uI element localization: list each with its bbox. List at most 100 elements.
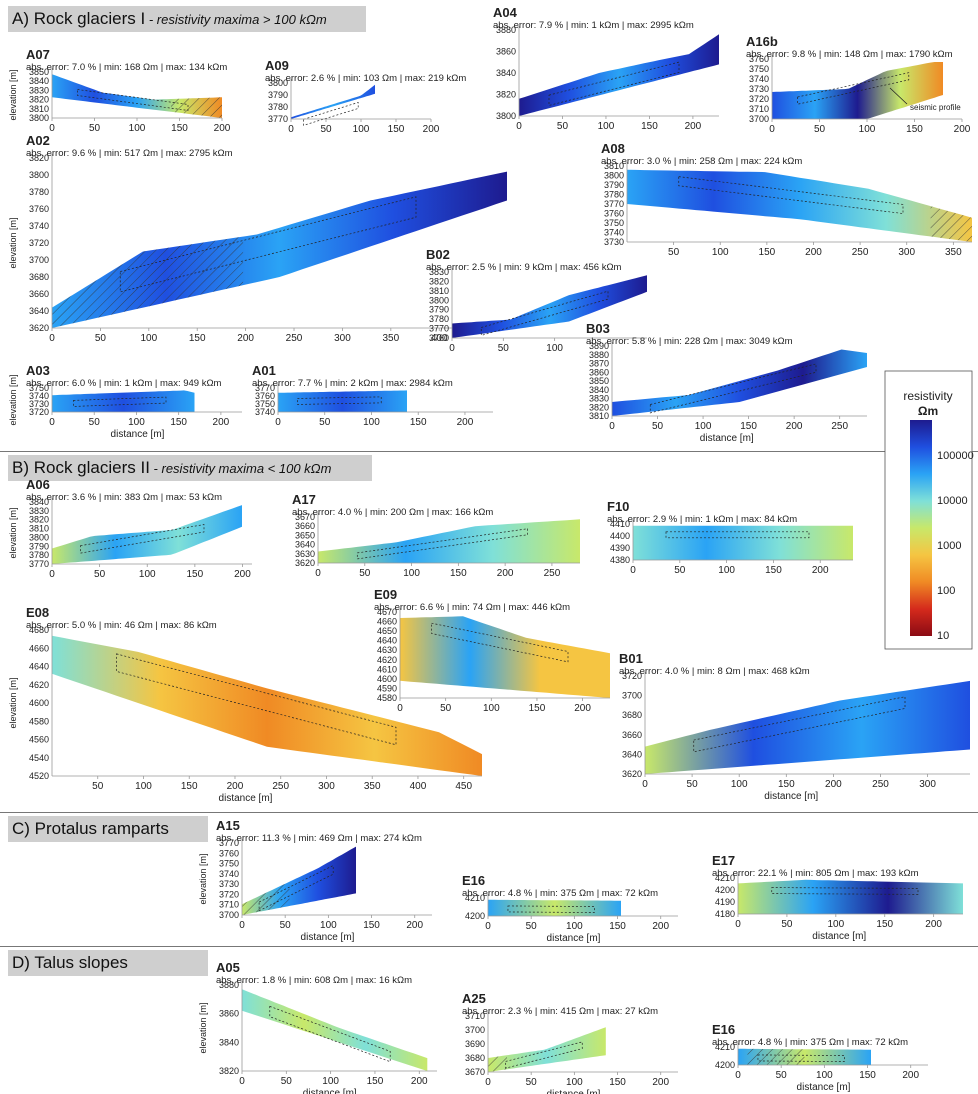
- panel-stats: abs. error: 4.0 % | min: 8 Ωm | max: 468…: [619, 666, 810, 677]
- resistivity-section: [52, 635, 482, 776]
- y-tick-label: 3800: [604, 171, 624, 181]
- x-tick-label: 250: [872, 779, 889, 790]
- y-tick-label: 3680: [465, 1053, 485, 1063]
- x-axis-label: distance [m]: [547, 933, 601, 944]
- panel-title: E16: [462, 873, 485, 888]
- y-tick-label: 4190: [715, 897, 735, 907]
- x-tick-label: 50: [652, 421, 664, 432]
- frozen-body-outline: [116, 653, 397, 746]
- panel-title: A03: [26, 363, 50, 378]
- x-tick-label: 150: [609, 921, 626, 932]
- section-b-title: B) Rock glaciers II - resistivity maxima…: [12, 458, 332, 477]
- colorbar-tick-label: 1000: [937, 540, 961, 552]
- x-tick-label: 50: [668, 247, 680, 258]
- x-tick-label: 50: [557, 121, 569, 132]
- panel-b01: 0 50 100 150 200 250 300 3620 3640 3660 3680 3700 37…: [619, 651, 970, 802]
- panel-stats: abs. error: 2.6 % | min: 103 Ωm | max: 2…: [265, 73, 466, 84]
- frozen-body-outline: [77, 89, 189, 111]
- y-tick-label: 3760: [749, 54, 769, 64]
- y-tick-label: 3820: [496, 90, 516, 100]
- section-d-bar: [8, 950, 208, 976]
- y-tick-label: 4600: [29, 698, 49, 708]
- x-tick-label: 100: [139, 569, 156, 580]
- y-tick-label: 4520: [29, 771, 49, 781]
- y-tick-label: 3820: [219, 1066, 239, 1076]
- y-tick-label: 3790: [29, 541, 49, 551]
- x-tick-label: 50: [814, 124, 826, 135]
- y-tick-label: 3620: [295, 558, 315, 568]
- frozen-body-outline: [507, 905, 595, 913]
- y-tick-label: 3760: [429, 333, 449, 343]
- y-tick-label: 3720: [622, 671, 642, 681]
- y-tick-label: 4610: [377, 664, 397, 674]
- x-tick-label: 50: [281, 1076, 293, 1087]
- frozen-body-outline: [119, 196, 417, 293]
- section-divider: [0, 812, 978, 813]
- panel-stats: abs. error: 6.6 % | min: 74 Ωm | max: 44…: [374, 602, 570, 613]
- y-tick-label: 3810: [29, 104, 49, 114]
- y-tick-label: 3720: [29, 238, 49, 248]
- y-tick-label: 3730: [29, 399, 49, 409]
- panel-e09: 0 50 100 150 200 4580459046004610462046304640…: [374, 587, 610, 714]
- x-tick-label: 100: [859, 124, 876, 135]
- x-tick-label: 450: [455, 781, 472, 792]
- y-tick-label: 3820: [589, 402, 609, 412]
- y-tick-label: 3870: [589, 359, 609, 369]
- y-tick-label: 3760: [29, 204, 49, 214]
- x-tick-label: 300: [318, 781, 335, 792]
- x-tick-label: 150: [765, 565, 782, 576]
- section-c-title: C) Protalus ramparts: [12, 819, 169, 838]
- hatched-region: [747, 1048, 805, 1065]
- panel-stats: abs. error: 7.0 % | min: 168 Ωm | max: 1…: [26, 62, 227, 73]
- x-tick-label: 200: [227, 781, 244, 792]
- x-tick-label: 350: [382, 333, 399, 344]
- y-tick-label: 4210: [715, 873, 735, 883]
- resistivity-section: [488, 1027, 606, 1072]
- panel-e08: 50 100 150 200 250 300 350 400 450 4520 4540 4560 45…: [8, 605, 482, 804]
- y-tick-label: 3860: [589, 367, 609, 377]
- y-tick-label: 4200: [715, 1060, 735, 1070]
- x-tick-label: 150: [609, 1077, 626, 1088]
- x-tick-label: 50: [687, 779, 699, 790]
- y-axis-label: elevation [m]: [8, 374, 18, 425]
- annotation-arrow: [889, 87, 908, 105]
- x-tick-label: 100: [566, 1077, 583, 1088]
- y-tick-label: 3720: [749, 94, 769, 104]
- x-tick-label: 300: [898, 247, 915, 258]
- y-axis-label: elevation [m]: [8, 69, 18, 120]
- x-tick-label: 0: [735, 1070, 741, 1081]
- panel-a04: 0 50 100 150 200 3800 3820 3840 3860 3880 A04abs. …: [493, 5, 719, 132]
- x-tick-label: 100: [566, 921, 583, 932]
- panel-title: E16: [712, 1022, 735, 1037]
- y-tick-label: 3810: [604, 161, 624, 171]
- hatched-region: [242, 846, 290, 915]
- y-tick-label: 3760: [219, 848, 239, 858]
- y-tick-label: 3710: [749, 104, 769, 114]
- y-tick-label: 3720: [29, 407, 49, 417]
- y-tick-label: 4210: [715, 1042, 735, 1052]
- x-tick-label: 0: [49, 123, 55, 134]
- x-axis-label: distance [m]: [700, 433, 754, 444]
- x-axis-label: distance [m]: [301, 932, 355, 943]
- y-tick-label: 3630: [295, 549, 315, 559]
- x-tick-label: 0: [397, 703, 403, 714]
- y-tick-label: 3800: [29, 170, 49, 180]
- colorbar-tick-label: 100000: [937, 450, 974, 462]
- panel-title: B01: [619, 651, 643, 666]
- x-tick-label: 200: [574, 703, 591, 714]
- x-tick-label: 0: [769, 124, 775, 135]
- y-tick-label: 3770: [255, 383, 275, 393]
- x-tick-label: 100: [322, 1076, 339, 1087]
- x-tick-label: 100: [320, 920, 337, 931]
- x-axis-label: distance [m]: [812, 931, 866, 942]
- y-tick-label: 3640: [622, 749, 642, 759]
- resistivity-section: [772, 62, 943, 119]
- panel-a16b: 0 50 100 150 200 3700371037203730374037503760…: [746, 34, 971, 135]
- x-tick-label: 200: [902, 1070, 919, 1081]
- panel-title: A05: [216, 960, 240, 975]
- panel-title: A04: [493, 5, 518, 20]
- y-tick-label: 4660: [377, 617, 397, 627]
- y-axis-label: elevation [m]: [198, 853, 208, 904]
